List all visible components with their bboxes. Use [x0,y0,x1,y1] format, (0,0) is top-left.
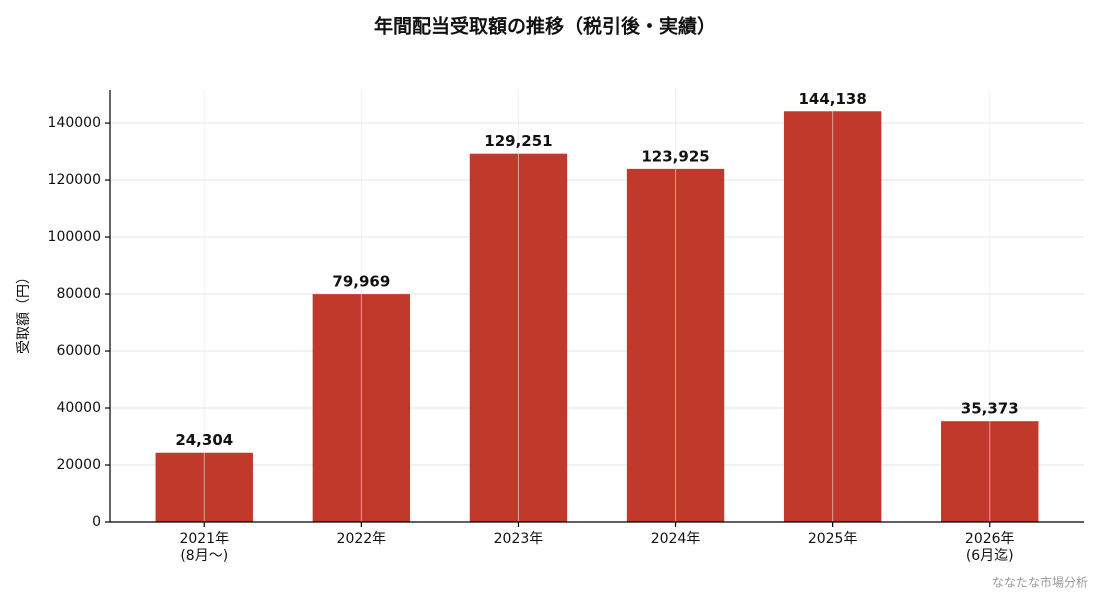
value-label: 129,251 [484,132,552,150]
y-tick-label: 140000 [48,115,101,131]
value-label: 79,969 [332,273,390,291]
x-tick-label: 2024年 [651,531,701,547]
y-axis-label: 受取額（円） [16,270,32,354]
chart-title: 年間配当受取額の推移（税引後・実績） [374,15,716,38]
y-tick-label: 40000 [56,400,101,416]
value-label: 35,373 [961,400,1019,418]
y-tick-label: 80000 [56,286,101,302]
x-tick-label: 2021年 [179,531,229,547]
y-tick-label: 0 [92,514,101,530]
watermark: ななたな市場分析 [992,575,1088,590]
x-tick-label: 2025年 [808,531,858,547]
y-tick-label: 60000 [56,343,101,359]
y-tick-label: 120000 [48,172,101,188]
x-tick-label: (8月〜) [180,548,228,564]
x-tick-label: 2023年 [494,531,544,547]
x-tick-label: 2022年 [337,531,387,547]
y-tick-label: 20000 [56,457,101,473]
value-label: 123,925 [641,147,709,165]
value-label: 144,138 [798,90,866,108]
value-label: 24,304 [175,431,233,449]
x-tick-label: 2026年 [965,531,1015,547]
x-tick-label: (6月迄) [966,548,1014,564]
y-tick-label: 100000 [48,229,101,245]
